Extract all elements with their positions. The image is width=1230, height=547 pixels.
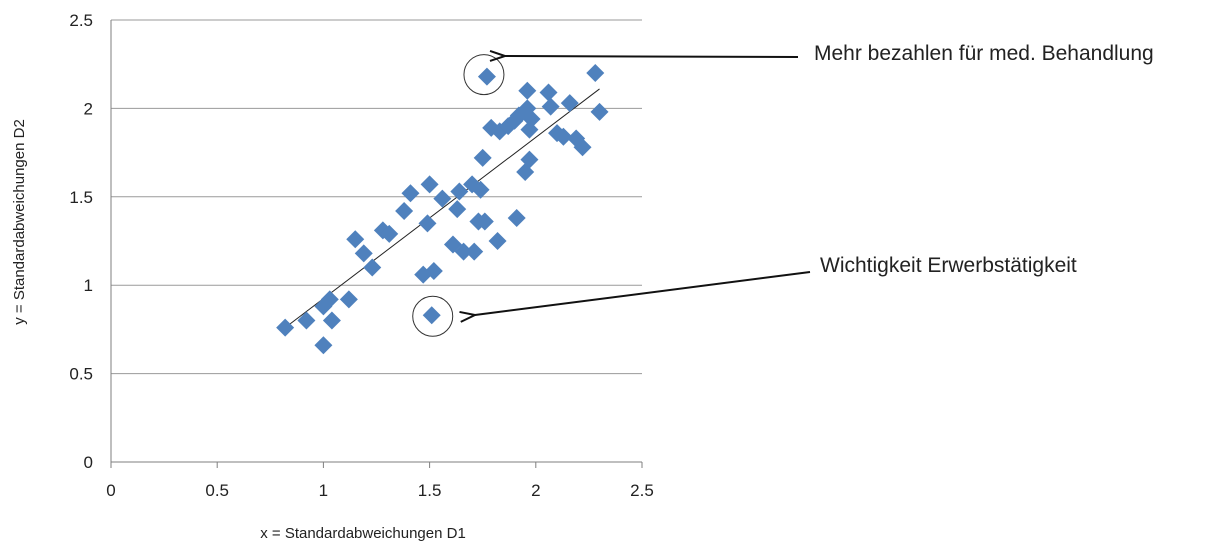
data-point	[507, 209, 526, 228]
data-point	[586, 64, 605, 83]
data-point	[433, 189, 452, 208]
y-tick-label: 2.5	[69, 11, 93, 30]
trendline	[284, 88, 600, 329]
data-point	[522, 110, 541, 129]
data-point	[346, 230, 365, 249]
annotation-text-erwerbstaetigkeit: Wichtigkeit Erwerbstätigkeit	[820, 254, 1077, 277]
y-tick-label: 2	[84, 99, 93, 118]
data-point	[401, 184, 420, 203]
data-point	[590, 102, 609, 121]
data-point	[554, 127, 573, 146]
data-point	[471, 180, 490, 199]
data-point	[450, 182, 469, 201]
data-point	[541, 97, 560, 116]
y-tick-label: 0.5	[69, 365, 93, 384]
x-axis-title: x = Standardabweichungen D1	[260, 525, 466, 542]
data-point	[448, 200, 467, 219]
y-tick-label: 1.5	[69, 188, 93, 207]
x-tick-label: 1	[319, 481, 328, 500]
data-point	[465, 242, 484, 261]
x-tick-label: 2	[531, 481, 540, 500]
x-tick-label: 2.5	[630, 481, 654, 500]
data-point	[424, 262, 443, 281]
data-point	[354, 244, 373, 263]
annotation-arrow	[505, 56, 799, 57]
data-point	[339, 290, 358, 309]
data-point	[518, 81, 537, 100]
data-point	[477, 67, 496, 86]
data-point	[297, 311, 316, 330]
data-point	[363, 258, 382, 277]
data-point	[573, 138, 592, 157]
axes: 0 0.5 1 1.5 2 2.5 0 0.5 1 1.5 2 2.5	[69, 11, 653, 500]
data-point	[418, 214, 437, 233]
data-point	[475, 212, 494, 231]
data-point	[422, 306, 441, 325]
y-axis-title: y = Standardabweichungen D2	[11, 119, 28, 325]
data-point	[314, 336, 333, 355]
y-tick-label: 0	[84, 453, 93, 472]
trendline-group	[284, 88, 600, 329]
annotation-text-behandlung: Mehr bezahlen für med. Behandlung	[814, 42, 1154, 65]
data-point	[482, 118, 501, 137]
data-point	[420, 175, 439, 194]
x-tick-label: 0.5	[205, 481, 229, 500]
data-point	[454, 242, 473, 261]
highlight-circle	[412, 295, 454, 337]
data-point	[539, 83, 558, 102]
annotations	[412, 54, 811, 337]
highlight-circle	[463, 54, 505, 96]
data-point	[473, 148, 492, 167]
x-tick-label: 1.5	[418, 481, 442, 500]
data-point	[380, 224, 399, 243]
y-tick-label: 1	[84, 276, 93, 295]
data-point	[560, 94, 579, 113]
data-point	[322, 311, 341, 330]
data-point	[395, 201, 414, 220]
data-point	[488, 232, 507, 250]
data-point	[320, 290, 339, 309]
data-points	[276, 64, 609, 355]
annotation-arrow	[475, 271, 811, 315]
data-point	[520, 150, 539, 169]
gridlines	[111, 19, 642, 375]
x-tick-label: 0	[106, 481, 115, 500]
data-point	[276, 318, 295, 337]
